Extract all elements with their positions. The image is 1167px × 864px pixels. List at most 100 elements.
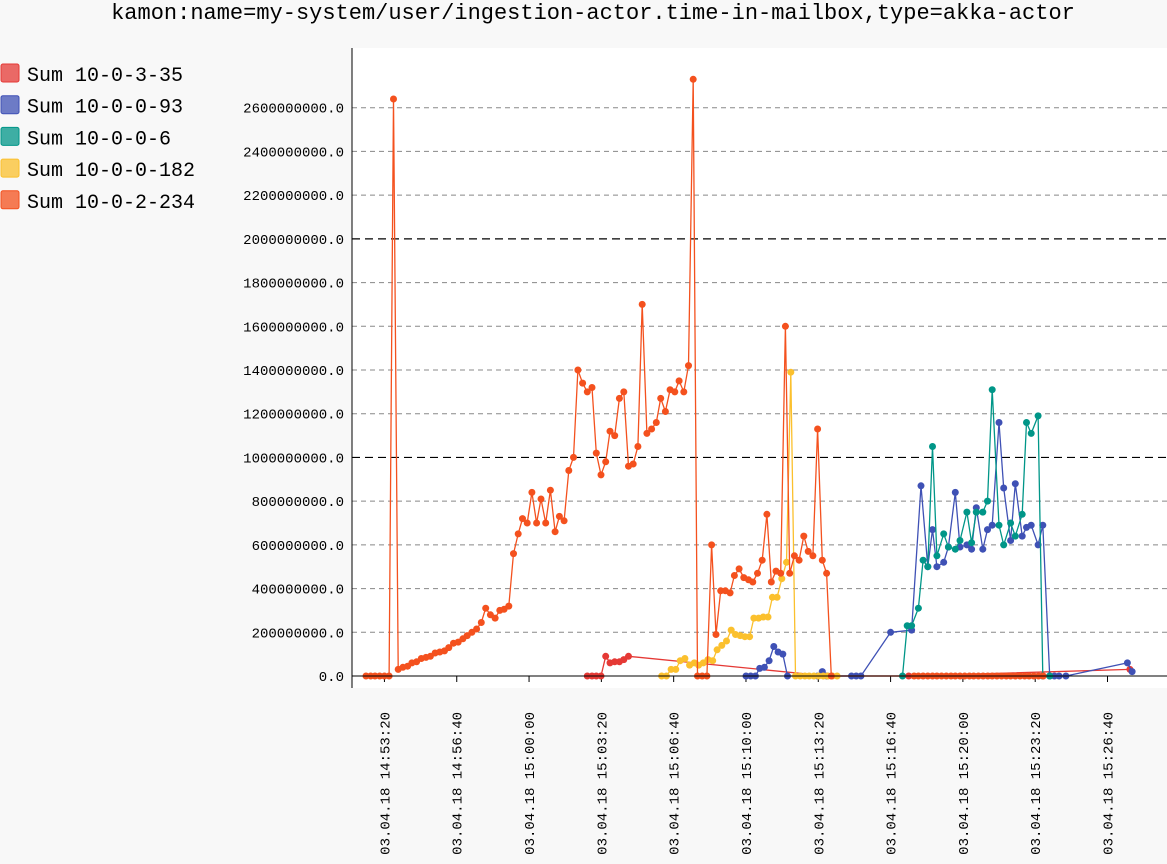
data-point[interactable]: [914, 604, 922, 612]
data-point[interactable]: [579, 379, 587, 387]
data-point[interactable]: [917, 482, 925, 490]
data-point[interactable]: [988, 386, 996, 394]
data-point[interactable]: [574, 366, 582, 374]
data-point[interactable]: [995, 521, 1003, 529]
data-point[interactable]: [988, 521, 996, 529]
data-point[interactable]: [956, 537, 964, 544]
data-point[interactable]: [643, 429, 651, 437]
data-point[interactable]: [951, 545, 959, 553]
data-point[interactable]: [933, 552, 941, 560]
data-point[interactable]: [634, 443, 642, 450]
data-point[interactable]: [823, 569, 831, 577]
data-point[interactable]: [887, 628, 895, 636]
data-point[interactable]: [1128, 668, 1136, 676]
data-point[interactable]: [940, 558, 948, 566]
data-point[interactable]: [968, 545, 976, 553]
data-point[interactable]: [767, 578, 775, 586]
data-point[interactable]: [723, 637, 730, 645]
data-point[interactable]: [542, 519, 550, 527]
data-point[interactable]: [1000, 484, 1008, 492]
data-point[interactable]: [984, 526, 991, 534]
data-point[interactable]: [754, 569, 761, 577]
data-point[interactable]: [661, 408, 669, 415]
data-point[interactable]: [968, 539, 976, 547]
data-point[interactable]: [919, 556, 927, 564]
data-point[interactable]: [1018, 510, 1026, 518]
data-point[interactable]: [597, 471, 605, 479]
data-point[interactable]: [979, 508, 987, 516]
data-point[interactable]: [951, 488, 959, 496]
data-point[interactable]: [1007, 537, 1015, 544]
data-point[interactable]: [712, 631, 720, 638]
data-point[interactable]: [929, 526, 936, 534]
data-point[interactable]: [681, 655, 689, 662]
data-point[interactable]: [671, 388, 679, 396]
data-point[interactable]: [746, 633, 754, 641]
data-point[interactable]: [565, 467, 573, 474]
data-point[interactable]: [528, 488, 536, 496]
data-point[interactable]: [778, 575, 786, 583]
data-point[interactable]: [781, 322, 789, 330]
legend-item[interactable]: Sum 10-0-0-182: [0, 158, 195, 183]
data-point[interactable]: [657, 394, 665, 402]
data-point[interactable]: [929, 443, 936, 450]
legend-item[interactable]: Sum 10-0-3-35: [0, 63, 183, 88]
data-point[interactable]: [779, 650, 787, 658]
data-point[interactable]: [773, 593, 781, 601]
data-point[interactable]: [749, 578, 757, 586]
legend-item[interactable]: Sum 10-0-2-234: [0, 190, 195, 215]
data-point[interactable]: [786, 569, 794, 577]
data-point[interactable]: [611, 432, 619, 440]
data-point[interactable]: [1023, 419, 1030, 426]
data-point[interactable]: [685, 362, 692, 370]
data-point[interactable]: [908, 622, 916, 630]
data-point[interactable]: [477, 619, 485, 626]
data-point[interactable]: [533, 519, 541, 527]
data-point[interactable]: [652, 419, 660, 426]
data-point[interactable]: [1123, 659, 1131, 667]
data-point[interactable]: [708, 541, 716, 549]
data-point[interactable]: [523, 519, 531, 527]
data-point[interactable]: [555, 512, 563, 520]
data-point[interactable]: [764, 613, 772, 621]
data-point[interactable]: [680, 388, 688, 396]
data-point[interactable]: [648, 425, 656, 433]
data-point[interactable]: [972, 508, 980, 516]
data-point[interactable]: [709, 657, 717, 665]
data-point[interactable]: [602, 652, 610, 660]
data-point[interactable]: [592, 449, 600, 457]
data-point[interactable]: [629, 460, 637, 468]
data-point[interactable]: [795, 556, 803, 564]
data-point[interactable]: [727, 626, 735, 634]
data-point[interactable]: [1034, 412, 1042, 420]
data-point[interactable]: [718, 641, 726, 649]
data-point[interactable]: [390, 95, 397, 103]
data-point[interactable]: [638, 300, 646, 308]
data-point[interactable]: [519, 515, 526, 523]
data-point[interactable]: [765, 657, 773, 665]
data-point[interactable]: [730, 572, 738, 579]
data-point[interactable]: [615, 394, 623, 402]
data-point[interactable]: [482, 604, 490, 612]
data-point[interactable]: [814, 425, 822, 433]
data-point[interactable]: [625, 652, 632, 660]
data-point[interactable]: [1011, 480, 1019, 488]
data-point[interactable]: [672, 665, 680, 673]
data-point[interactable]: [760, 663, 768, 671]
data-point[interactable]: [473, 625, 481, 633]
data-point[interactable]: [726, 589, 734, 597]
data-point[interactable]: [933, 563, 941, 571]
data-point[interactable]: [583, 388, 591, 396]
data-point[interactable]: [1027, 429, 1035, 437]
data-point[interactable]: [995, 419, 1003, 426]
data-point[interactable]: [783, 558, 790, 566]
data-point[interactable]: [1011, 532, 1019, 540]
legend-item[interactable]: Sum 10-0-0-93: [0, 95, 183, 120]
data-point[interactable]: [1007, 519, 1015, 527]
data-point[interactable]: [787, 368, 795, 376]
legend-item[interactable]: Sum 10-0-0-6: [0, 126, 171, 151]
data-point[interactable]: [984, 497, 991, 505]
data-point[interactable]: [790, 552, 798, 560]
data-point[interactable]: [560, 517, 568, 525]
data-point[interactable]: [1000, 541, 1008, 549]
